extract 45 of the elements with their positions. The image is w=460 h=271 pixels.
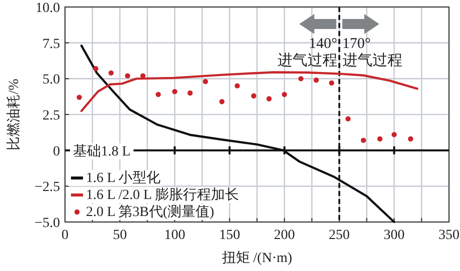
x-tick-label: 50 bbox=[112, 228, 127, 243]
annotation: 170° 进气过程 bbox=[342, 36, 402, 69]
point bbox=[108, 70, 114, 76]
y-tick-label: −2.5 bbox=[34, 180, 60, 196]
legend-label: 1.6 L 小型化 bbox=[86, 170, 161, 186]
point bbox=[156, 92, 161, 98]
x-tick-label: 150 bbox=[219, 228, 240, 243]
x-axis-title: 扭矩 /(N·m) bbox=[222, 250, 293, 266]
line-series bbox=[80, 71, 418, 112]
point bbox=[298, 76, 304, 82]
annotation: 140° 进气过程 bbox=[277, 36, 338, 69]
legend-label: 2.0 L 第3B代(测量值) bbox=[86, 204, 215, 220]
y-tick-label: 7.5 bbox=[42, 36, 60, 52]
y-tick-label: 10.0 bbox=[36, 1, 60, 16]
point bbox=[93, 66, 98, 72]
x-tick-label: 300 bbox=[384, 228, 405, 243]
y-tick-label: 0 bbox=[53, 144, 60, 160]
point bbox=[392, 132, 397, 138]
point bbox=[360, 138, 366, 143]
x-tick-label: 100 bbox=[164, 228, 186, 243]
point bbox=[76, 94, 82, 100]
point bbox=[187, 90, 193, 96]
point bbox=[314, 78, 319, 83]
point bbox=[408, 136, 414, 142]
y-tick-label: 5.0 bbox=[42, 72, 60, 88]
x-tick-label: 350 bbox=[438, 228, 460, 243]
x-tick-label: 250 bbox=[328, 228, 350, 243]
point bbox=[377, 136, 382, 142]
point bbox=[140, 73, 146, 78]
x-tick-label: 200 bbox=[274, 228, 295, 243]
ref-line-label: 基础1.8 L bbox=[73, 143, 131, 160]
point bbox=[202, 78, 208, 84]
point bbox=[266, 96, 272, 102]
point bbox=[234, 83, 240, 88]
point bbox=[172, 88, 178, 94]
y-tick-label: 2.5 bbox=[42, 108, 60, 124]
y-tick-label: −5.0 bbox=[34, 216, 60, 231]
point bbox=[345, 116, 351, 122]
legend-label: 1.6 L /2.0 L 膨胀行程加长 bbox=[86, 187, 239, 203]
point bbox=[329, 80, 334, 86]
point bbox=[282, 92, 288, 98]
point bbox=[219, 99, 224, 104]
point bbox=[124, 73, 130, 78]
y-axis-title: 比燃油耗/% bbox=[6, 78, 22, 150]
point bbox=[251, 93, 256, 98]
